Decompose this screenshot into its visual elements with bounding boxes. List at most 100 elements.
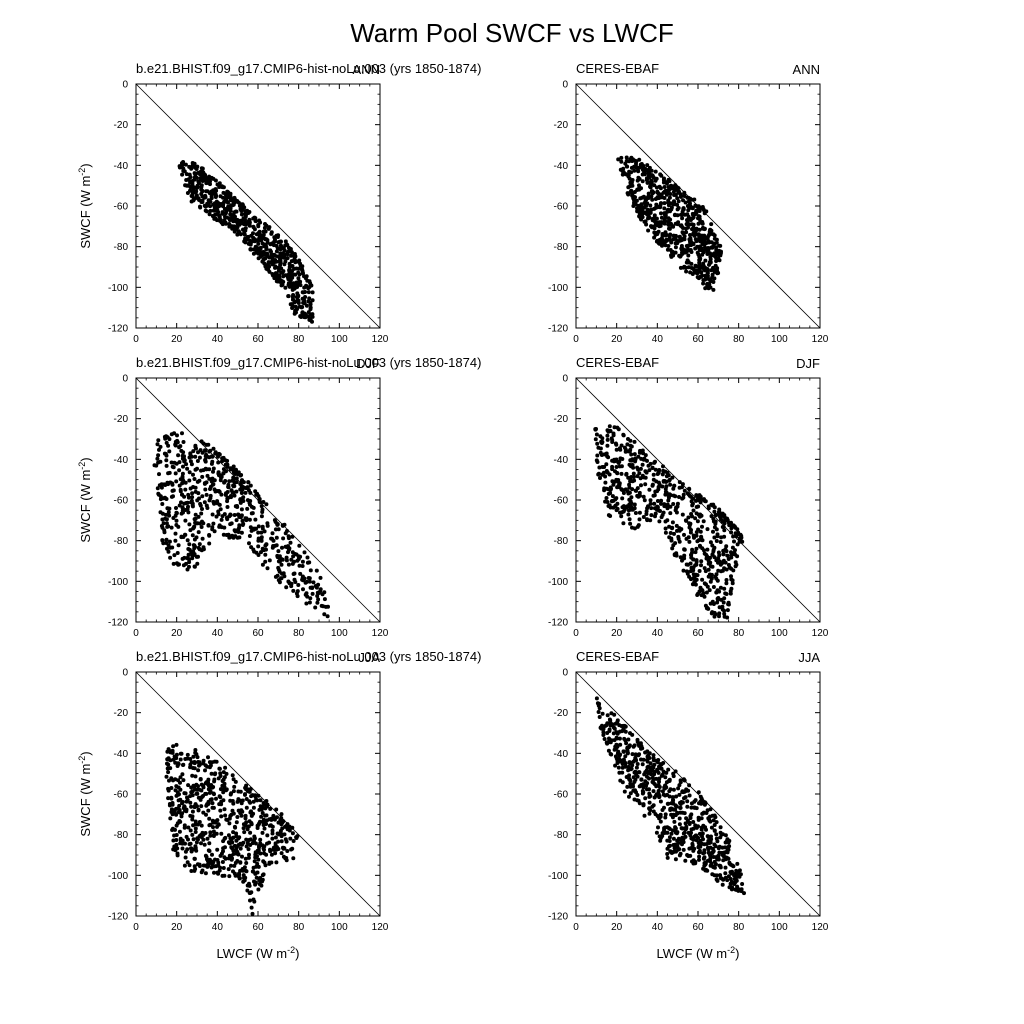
data-point bbox=[281, 246, 286, 251]
data-point bbox=[181, 162, 186, 167]
data-point bbox=[171, 561, 176, 566]
data-point bbox=[270, 836, 275, 841]
data-point bbox=[709, 572, 714, 577]
data-point bbox=[185, 756, 190, 761]
data-point bbox=[322, 597, 327, 602]
y-tick-label: 0 bbox=[122, 374, 128, 385]
data-point bbox=[611, 433, 616, 438]
data-point bbox=[213, 857, 217, 862]
data-point bbox=[295, 589, 300, 594]
data-point bbox=[244, 837, 249, 842]
x-tick-label: 20 bbox=[171, 334, 183, 345]
y-tick-label: -100 bbox=[108, 283, 128, 294]
data-point bbox=[662, 196, 667, 200]
data-point bbox=[718, 585, 723, 590]
data-point bbox=[657, 196, 662, 200]
panel-season-label: JJA bbox=[798, 650, 820, 665]
data-point bbox=[185, 795, 189, 800]
data-point bbox=[615, 718, 620, 723]
data-point bbox=[671, 502, 676, 506]
data-point bbox=[596, 703, 601, 708]
x-tick-label: 120 bbox=[812, 628, 829, 639]
data-point bbox=[733, 880, 738, 885]
data-point bbox=[177, 164, 182, 169]
data-point bbox=[192, 196, 197, 201]
data-point bbox=[708, 579, 713, 584]
data-point bbox=[666, 801, 671, 806]
data-point bbox=[651, 789, 656, 794]
data-point bbox=[691, 858, 696, 863]
data-point bbox=[248, 242, 253, 247]
data-point bbox=[166, 471, 171, 476]
data-point bbox=[624, 155, 629, 160]
data-point bbox=[192, 552, 197, 557]
data-point bbox=[213, 820, 218, 825]
y-axis-label-exponent: -2 bbox=[77, 756, 87, 764]
data-point bbox=[636, 175, 641, 180]
data-point bbox=[672, 193, 677, 197]
data-point bbox=[166, 510, 171, 515]
data-point bbox=[272, 239, 277, 244]
data-point bbox=[287, 261, 292, 266]
data-point bbox=[677, 783, 682, 788]
data-point bbox=[615, 731, 620, 736]
data-point bbox=[172, 844, 177, 849]
data-point bbox=[157, 472, 161, 477]
data-point bbox=[694, 505, 699, 509]
data-point bbox=[654, 830, 659, 835]
data-point bbox=[207, 841, 212, 846]
data-point bbox=[238, 482, 243, 486]
data-point bbox=[207, 533, 212, 538]
y-axis-label: SWCF (W m-2) bbox=[77, 163, 93, 248]
data-point bbox=[701, 856, 706, 861]
data-point bbox=[197, 760, 202, 765]
data-point bbox=[645, 518, 650, 523]
data-point bbox=[244, 861, 249, 865]
data-point bbox=[163, 512, 168, 517]
data-point bbox=[273, 527, 278, 532]
data-point bbox=[685, 818, 690, 823]
y-tick-label: -40 bbox=[114, 161, 129, 172]
data-point bbox=[211, 466, 216, 471]
data-point bbox=[270, 831, 275, 836]
data-point bbox=[715, 600, 720, 605]
data-point bbox=[699, 796, 704, 801]
data-point bbox=[659, 211, 663, 216]
data-point bbox=[223, 462, 228, 467]
data-point bbox=[626, 437, 630, 441]
data-point bbox=[264, 813, 269, 818]
data-point bbox=[713, 512, 718, 517]
data-point bbox=[189, 846, 194, 851]
data-point bbox=[655, 189, 660, 194]
data-point bbox=[609, 499, 614, 504]
data-point bbox=[683, 795, 688, 800]
data-point bbox=[213, 489, 218, 494]
x-axis-label-exponent: -2 bbox=[287, 945, 295, 955]
data-point bbox=[652, 213, 657, 218]
data-point bbox=[243, 813, 248, 818]
data-point bbox=[645, 163, 650, 168]
data-point bbox=[714, 832, 719, 837]
data-point bbox=[673, 769, 678, 774]
data-point bbox=[643, 796, 648, 801]
data-point bbox=[169, 432, 174, 437]
data-point bbox=[307, 579, 312, 584]
data-point bbox=[210, 512, 215, 517]
data-point bbox=[169, 795, 174, 800]
data-point bbox=[664, 484, 669, 489]
data-point bbox=[678, 194, 683, 199]
data-point bbox=[193, 774, 198, 779]
data-point bbox=[711, 287, 716, 292]
data-point bbox=[316, 591, 321, 595]
data-point bbox=[223, 211, 228, 216]
data-point bbox=[181, 778, 186, 783]
data-point bbox=[200, 868, 205, 873]
data-point bbox=[710, 850, 715, 855]
data-point bbox=[279, 851, 284, 856]
data-point bbox=[207, 857, 212, 862]
data-point bbox=[283, 837, 288, 842]
data-point bbox=[666, 177, 671, 182]
data-point bbox=[191, 472, 195, 477]
data-point bbox=[256, 538, 261, 543]
data-point bbox=[701, 519, 706, 524]
